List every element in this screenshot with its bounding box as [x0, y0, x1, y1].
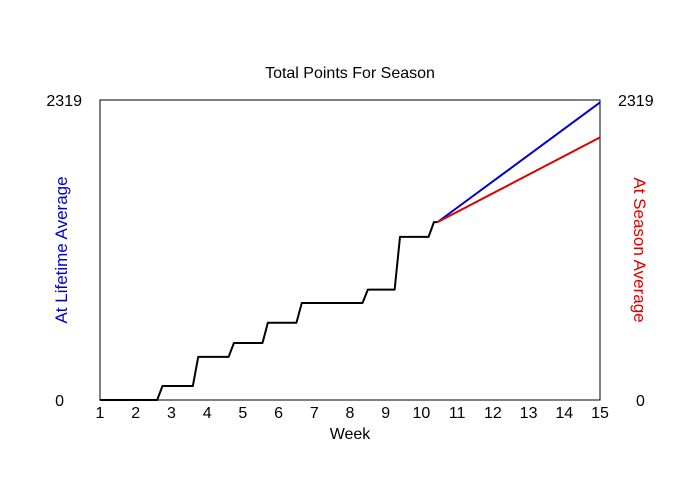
x-tick-label: 2 [131, 405, 140, 422]
series-layer [100, 101, 601, 401]
x-tick-label: 10 [413, 405, 431, 422]
x-tick-labels: 1 2 3 4 5 6 7 8 9 10 11 12 13 14 15 [96, 405, 609, 422]
x-tick-label: 9 [381, 405, 390, 422]
y-left-axis-label: At Lifetime Average [52, 176, 71, 323]
series-line-1 [436, 101, 601, 223]
x-tick-label: 11 [449, 405, 466, 422]
x-tick-label: 8 [346, 405, 355, 422]
x-tick-label: 7 [310, 405, 319, 422]
x-tick-label: 4 [203, 405, 212, 422]
x-tick-label: 13 [520, 405, 538, 422]
y-right-min-label: 0 [636, 393, 645, 410]
x-tick-label: 1 [96, 405, 105, 422]
x-tick-label: 14 [555, 405, 573, 422]
x-axis-label: Week [330, 426, 372, 443]
y-left-max-label: 2319 [46, 93, 82, 110]
y-right-axis-label: At Season Average [630, 177, 649, 322]
plot-area [99, 99, 601, 401]
series-line-2 [437, 136, 601, 224]
x-tick-label: 12 [484, 405, 502, 422]
chart-title: Total Points For Season [265, 65, 435, 82]
x-tick-label: 6 [274, 405, 283, 422]
y-left-min-label: 0 [55, 393, 64, 410]
x-tick-label: 3 [167, 405, 176, 422]
y-right-max-label: 2319 [618, 93, 654, 110]
series-line-0 [100, 221, 438, 401]
x-tick-label: 15 [591, 405, 609, 422]
x-tick-label: 5 [238, 405, 247, 422]
